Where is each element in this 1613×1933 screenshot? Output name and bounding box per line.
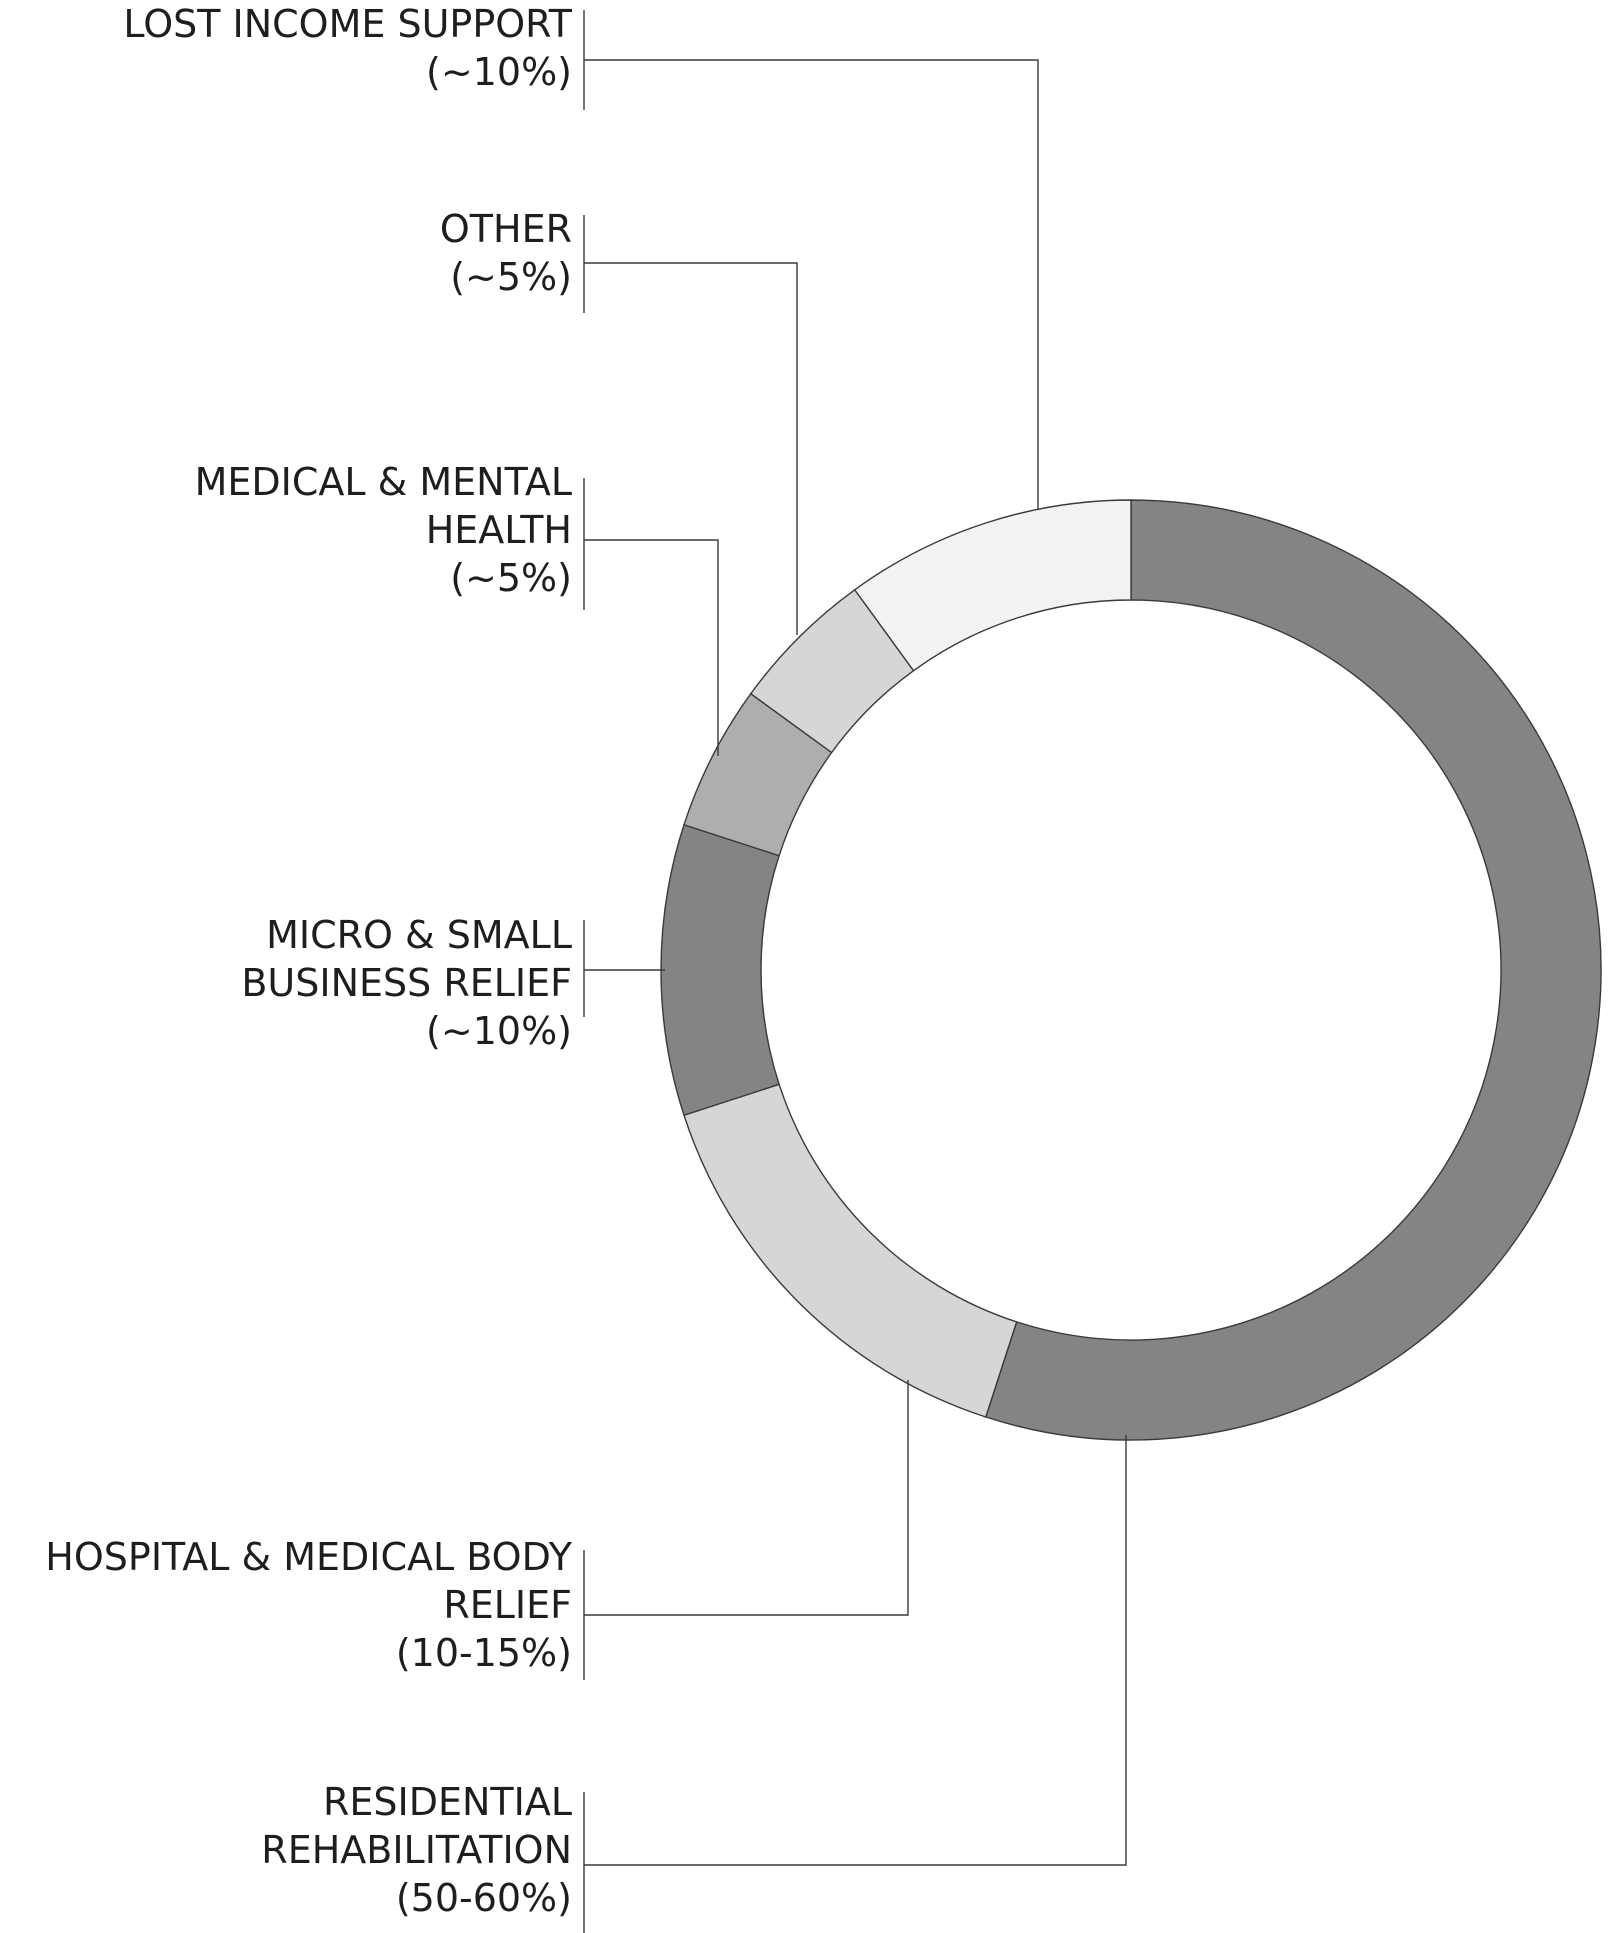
leader-line-0 (584, 1435, 1127, 1866)
slice-label-1: HOSPITAL & MEDICAL BODY RELIEF (10-15%) (45, 1535, 572, 1675)
slice-label-line: BUSINESS RELIEF (241, 961, 572, 1005)
slice-label-line: (~5%) (450, 255, 572, 299)
slice-label-4: OTHER (~5%) (440, 207, 572, 299)
slice-label-line: REHABILITATION (261, 1828, 572, 1872)
slice-label-line: RESIDENTIAL (323, 1780, 572, 1824)
slice-label-5: LOST INCOME SUPPORT (~10%) (123, 2, 572, 94)
slice-label-line: MICRO & SMALL (266, 913, 572, 957)
slice-label-line: (~10%) (426, 50, 572, 94)
donut-slice-2 (660, 823, 780, 1117)
slice-label-2: MICRO & SMALL BUSINESS RELIEF (~10%) (241, 913, 572, 1053)
slice-label-3: MEDICAL & MENTAL HEALTH (~5%) (195, 460, 572, 600)
slice-label-line: LOST INCOME SUPPORT (123, 2, 572, 46)
donut-slice-0 (984, 499, 1602, 1441)
slice-label-line: HEALTH (426, 508, 572, 552)
leader-line-3 (584, 539, 719, 756)
slice-label-line: RELIEF (443, 1583, 572, 1627)
donut-slice-1 (683, 1083, 1018, 1418)
slice-label-line: OTHER (440, 207, 572, 251)
donut-slice-5 (853, 499, 1132, 672)
slice-label-line: (~10%) (426, 1009, 572, 1053)
slice-label-line: MEDICAL & MENTAL (195, 460, 572, 504)
slice-label-0: RESIDENTIAL REHABILITATION (50-60%) (261, 1780, 572, 1920)
leader-line-5 (584, 59, 1039, 509)
slice-label-line: HOSPITAL & MEDICAL BODY (45, 1535, 572, 1579)
leader-line-1 (584, 1380, 909, 1616)
slice-label-line: (~5%) (450, 556, 572, 600)
slice-label-line: (10-15%) (396, 1631, 572, 1675)
slice-label-line: (50-60%) (396, 1876, 572, 1920)
leader-line-4 (584, 262, 798, 635)
